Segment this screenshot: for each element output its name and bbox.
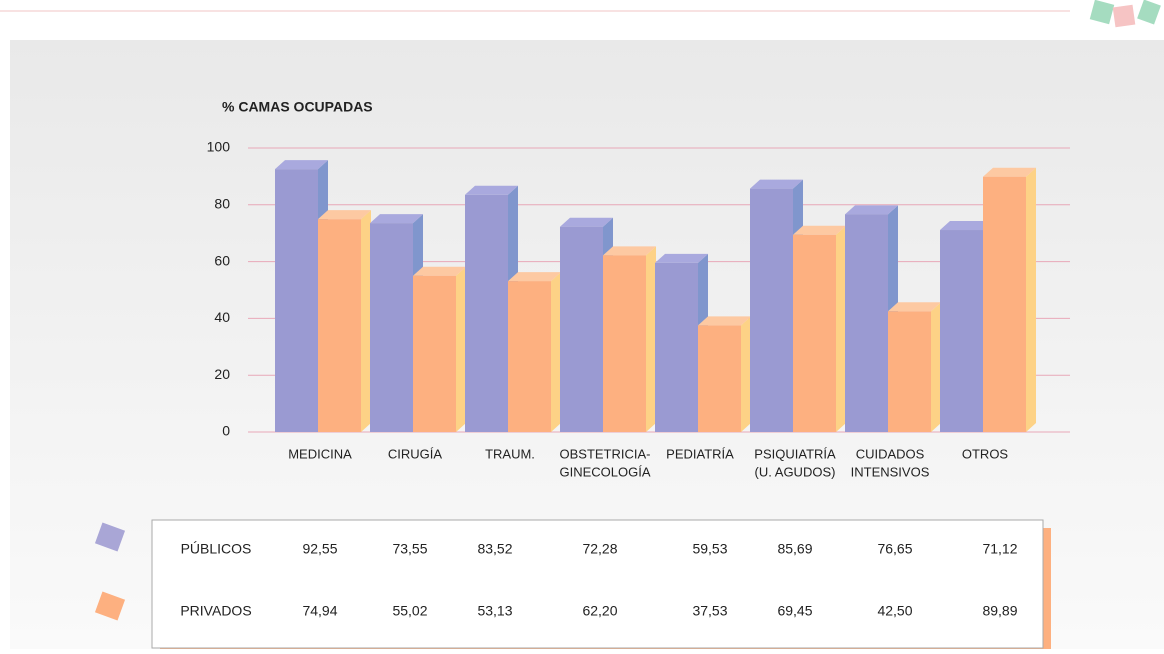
bar-front bbox=[560, 226, 603, 432]
bar bbox=[698, 316, 751, 432]
bar-top bbox=[370, 214, 423, 224]
x-tick-label: GINECOLOGÍA bbox=[559, 464, 650, 479]
x-tick-label: (U. AGUDOS) bbox=[755, 464, 836, 479]
table-value: 59,53 bbox=[692, 541, 727, 557]
bar-front bbox=[750, 188, 793, 432]
bar-front bbox=[508, 281, 551, 432]
bar-front bbox=[845, 214, 888, 432]
table-value: 74,94 bbox=[302, 603, 337, 619]
table-value: 42,50 bbox=[877, 603, 912, 619]
x-tick-label: MEDICINA bbox=[288, 446, 352, 461]
x-tick-label: OBSTETRICIA- bbox=[559, 446, 650, 461]
bar-side bbox=[361, 210, 371, 432]
table-value: 72,28 bbox=[582, 541, 617, 557]
y-tick-label: 80 bbox=[214, 196, 230, 212]
legend-swatch bbox=[94, 591, 126, 621]
table-box bbox=[151, 519, 1044, 649]
table-value: 62,20 bbox=[582, 603, 617, 619]
bar-front bbox=[370, 223, 413, 432]
bar-front bbox=[318, 219, 361, 432]
bar-front bbox=[603, 255, 646, 432]
bar bbox=[318, 210, 371, 432]
bar-front bbox=[940, 230, 983, 432]
bar-front bbox=[655, 262, 698, 432]
bar-front bbox=[275, 169, 318, 432]
table-value: 53,13 bbox=[477, 603, 512, 619]
table-value: 89,89 bbox=[982, 603, 1017, 619]
bar-top bbox=[275, 160, 328, 170]
table-value: 76,65 bbox=[877, 541, 912, 557]
bar-front bbox=[413, 275, 456, 432]
bar-side bbox=[741, 316, 751, 432]
y-tick-label: 40 bbox=[214, 309, 230, 325]
table-value: 83,52 bbox=[477, 541, 512, 557]
bar-front bbox=[888, 311, 931, 432]
bar-side bbox=[931, 302, 941, 432]
table-value: 55,02 bbox=[392, 603, 427, 619]
bar-top bbox=[413, 266, 466, 276]
table-value: 73,55 bbox=[392, 541, 427, 557]
bar-front bbox=[465, 194, 508, 432]
bar-top bbox=[465, 185, 518, 195]
bar-top bbox=[940, 221, 993, 231]
bar-top bbox=[698, 316, 751, 326]
table-value: 69,45 bbox=[777, 603, 812, 619]
x-tick-label: PSIQUIATRÍA bbox=[754, 446, 836, 461]
x-tick-label: CIRUGÍA bbox=[388, 446, 443, 461]
table-value: 85,69 bbox=[777, 541, 812, 557]
bar bbox=[888, 302, 941, 432]
table-value: 92,55 bbox=[302, 541, 337, 557]
x-tick-label: CUIDADOS bbox=[856, 446, 925, 461]
bar-side bbox=[456, 266, 466, 432]
y-tick-label: 20 bbox=[214, 366, 230, 382]
bar-top bbox=[750, 179, 803, 189]
bar-top bbox=[983, 167, 1036, 177]
bar-side bbox=[836, 225, 846, 432]
bar-top bbox=[318, 210, 371, 220]
x-tick-label: TRAUM. bbox=[485, 446, 535, 461]
bar-front bbox=[698, 325, 741, 432]
bar-side bbox=[646, 246, 656, 432]
bar-top bbox=[845, 205, 898, 215]
legend-label: PÚBLICOS bbox=[181, 541, 252, 557]
x-tick-label: INTENSIVOS bbox=[851, 464, 930, 479]
bar-top bbox=[793, 225, 846, 235]
legend-swatch bbox=[94, 522, 126, 552]
bar-top bbox=[560, 217, 613, 227]
legend-label: PRIVADOS bbox=[180, 603, 251, 619]
bar-front bbox=[793, 234, 836, 432]
bar-side bbox=[551, 272, 561, 432]
bar bbox=[793, 225, 846, 432]
chart-title: % CAMAS OCUPADAS bbox=[222, 99, 373, 115]
table-value: 71,12 bbox=[982, 541, 1017, 557]
bar bbox=[508, 272, 561, 432]
bar-top bbox=[603, 246, 656, 256]
x-tick-label: PEDIATRÍA bbox=[666, 446, 734, 461]
data-table bbox=[94, 519, 1051, 652]
bar bbox=[413, 266, 466, 432]
decor-squares bbox=[1089, 0, 1161, 28]
table-value: 37,53 bbox=[692, 603, 727, 619]
bar bbox=[603, 246, 656, 432]
bar-top bbox=[655, 253, 708, 263]
y-tick-label: 100 bbox=[207, 139, 231, 155]
bar bbox=[983, 167, 1036, 432]
bar-side bbox=[1026, 167, 1036, 432]
bar bbox=[465, 185, 518, 432]
bar-front bbox=[983, 176, 1026, 432]
x-tick-label: OTROS bbox=[962, 446, 1009, 461]
y-tick-label: 0 bbox=[222, 423, 230, 439]
bar-top bbox=[508, 272, 561, 282]
y-tick-label: 60 bbox=[214, 252, 230, 268]
bar-top bbox=[888, 302, 941, 312]
